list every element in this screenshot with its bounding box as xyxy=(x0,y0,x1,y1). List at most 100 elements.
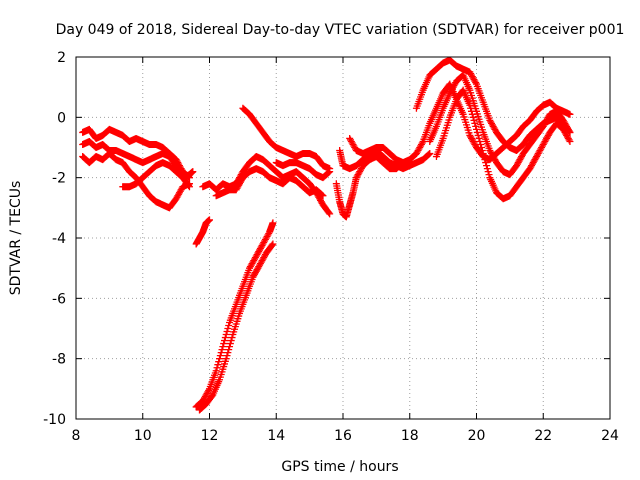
data-point xyxy=(215,358,223,366)
data-point xyxy=(317,198,325,206)
data-point xyxy=(529,159,537,167)
data-point xyxy=(346,134,354,142)
data-point xyxy=(467,71,475,79)
series-track-4 xyxy=(119,159,197,191)
data-point xyxy=(261,237,269,245)
data-point xyxy=(417,140,425,148)
data-point xyxy=(566,110,574,118)
data-point xyxy=(172,195,180,203)
data-point xyxy=(246,263,254,271)
data-point xyxy=(563,131,571,139)
data-point xyxy=(470,76,478,84)
gridlines xyxy=(76,57,610,419)
data-point xyxy=(473,128,481,136)
y-tick-label: -4 xyxy=(52,231,66,247)
data-point xyxy=(467,107,475,115)
data-point xyxy=(543,115,551,123)
data-point xyxy=(220,340,228,348)
data-point xyxy=(467,133,475,141)
data-point xyxy=(468,136,476,144)
data-point xyxy=(478,144,486,151)
data-point xyxy=(253,266,261,274)
data-point xyxy=(541,119,549,127)
x-tick-label: 22 xyxy=(534,428,552,444)
chart-title: Day 049 of 2018, Sidereal Day-to-day VTE… xyxy=(56,22,625,38)
y-tick-label: -2 xyxy=(52,171,66,187)
data-point xyxy=(490,124,498,132)
data-point xyxy=(185,182,193,190)
data-point xyxy=(542,136,550,144)
data-point xyxy=(228,334,236,342)
data-point xyxy=(533,153,541,161)
series-track-9 xyxy=(212,165,327,200)
data-point xyxy=(530,157,538,165)
data-point xyxy=(414,147,422,155)
data-point xyxy=(264,231,272,239)
data-point xyxy=(469,137,477,145)
data-point xyxy=(226,343,234,351)
data-point xyxy=(319,192,327,200)
data-point xyxy=(467,70,475,78)
data-point xyxy=(353,172,361,180)
y-axis-label: SDTVAR / TECUs xyxy=(8,181,24,296)
series-track-2 xyxy=(79,150,193,212)
data-point xyxy=(268,241,276,249)
data-point xyxy=(471,77,479,85)
data-point xyxy=(537,145,545,153)
data-point xyxy=(539,122,547,130)
data-point xyxy=(477,140,485,148)
data-point xyxy=(417,142,425,150)
data-point xyxy=(561,128,569,136)
data-point xyxy=(472,122,480,130)
series-track-1 xyxy=(79,125,193,182)
data-point xyxy=(172,162,180,170)
data-point xyxy=(563,124,571,132)
data-point xyxy=(251,254,259,262)
x-axis-label: GPS time / hours xyxy=(281,459,398,475)
data-point xyxy=(254,249,262,257)
data-point xyxy=(538,142,546,150)
data-point xyxy=(543,134,551,142)
data-point xyxy=(216,355,224,363)
data-point xyxy=(255,263,263,271)
data-point xyxy=(203,389,211,397)
series-track-10 xyxy=(239,104,334,173)
data-point xyxy=(216,352,224,360)
data-point xyxy=(412,150,420,158)
data-point xyxy=(253,251,261,259)
data-point xyxy=(487,118,495,126)
data-point xyxy=(355,169,363,177)
data-point xyxy=(479,150,487,158)
data-point xyxy=(175,189,183,197)
y-tick-label: 0 xyxy=(57,110,66,126)
y-ticks: -10 -8 -6 -4 -2 0 2 xyxy=(43,50,610,428)
data-point xyxy=(259,240,267,248)
data-point xyxy=(471,119,479,127)
data-point xyxy=(534,150,542,158)
y-tick-label: -8 xyxy=(52,352,66,368)
data-point xyxy=(563,122,571,130)
data-point xyxy=(540,139,548,147)
data-point xyxy=(472,79,480,87)
data-point xyxy=(256,245,264,253)
x-tick-label: 16 xyxy=(334,428,352,444)
data-point xyxy=(250,257,258,265)
data-point xyxy=(543,133,551,141)
data-point xyxy=(254,264,262,272)
data-point xyxy=(173,193,181,201)
data-point xyxy=(484,168,492,176)
data-point xyxy=(513,162,521,170)
data-point xyxy=(475,134,483,142)
data-point xyxy=(447,88,455,96)
x-tick-label: 24 xyxy=(601,428,619,444)
data-point xyxy=(185,183,193,191)
data-point xyxy=(536,147,544,155)
data-point xyxy=(466,68,474,76)
data-point xyxy=(223,328,231,336)
data-point xyxy=(269,240,277,248)
data-point xyxy=(208,392,216,400)
data-point xyxy=(356,168,364,176)
data-point xyxy=(259,255,267,263)
data-point xyxy=(561,119,569,127)
